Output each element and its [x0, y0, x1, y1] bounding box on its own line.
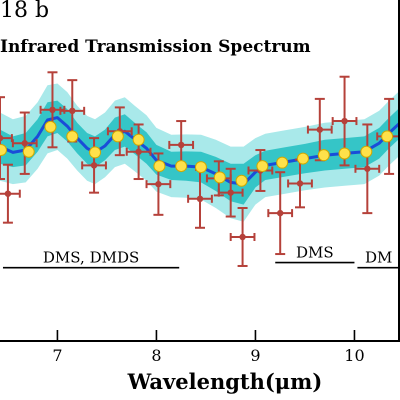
model-point	[111, 130, 124, 143]
annotation: DMS	[275, 244, 355, 264]
observed-marker	[364, 165, 371, 172]
observed-point	[217, 167, 244, 218]
model-point	[317, 149, 330, 162]
model-point	[175, 160, 188, 173]
model-point	[360, 145, 373, 158]
observed-marker	[90, 162, 98, 169]
model-point	[44, 120, 57, 133]
observed-marker	[69, 107, 76, 115]
model-point	[338, 147, 351, 160]
annotation-label: DMS, DMDS	[43, 249, 139, 267]
observed-marker	[239, 233, 246, 241]
model-point	[194, 161, 207, 174]
model-point	[276, 156, 289, 169]
model-point	[89, 146, 102, 159]
inner-uncertainty-band	[0, 100, 400, 205]
observed-point	[354, 123, 381, 215]
model-point	[0, 144, 7, 157]
observed-marker	[135, 148, 142, 155]
x-ticks: 7 8 9 10	[52, 330, 365, 365]
annotation-label: DM	[365, 249, 392, 267]
observed-marker	[21, 140, 28, 147]
observed-point	[0, 163, 21, 224]
observed-marker	[316, 126, 324, 133]
model-points	[0, 120, 394, 187]
observed-marker	[0, 134, 4, 142]
observed-data-points	[0, 71, 400, 267]
observed-marker	[341, 117, 348, 125]
model-point	[296, 152, 309, 165]
observed-marker	[49, 106, 56, 114]
observed-marker	[177, 141, 185, 149]
annotation-label: DMS	[296, 244, 334, 262]
model-point	[235, 174, 248, 187]
observed-point	[11, 111, 38, 175]
observed-marker	[196, 195, 204, 203]
x-tick-label: 10	[344, 346, 364, 365]
model-point	[132, 133, 145, 146]
observed-marker	[4, 190, 12, 197]
molecule-annotations: DMS, DMDS DMS DM	[2, 244, 400, 269]
model-point	[153, 160, 166, 173]
x-tick-label: 9	[250, 346, 260, 365]
observed-marker	[276, 209, 284, 217]
model-point	[22, 145, 35, 158]
annotation: DMS, DMDS	[2, 249, 180, 269]
observed-marker	[296, 180, 304, 187]
model-point	[256, 160, 269, 173]
observed-point	[125, 123, 152, 181]
model-point	[381, 130, 394, 143]
x-axis-label: Wavelength(μm)	[127, 369, 323, 394]
observed-marker	[227, 189, 234, 196]
observed-point	[229, 207, 256, 267]
x-tick-label: 7	[52, 346, 62, 365]
observed-point	[267, 171, 294, 256]
observed-marker	[155, 180, 162, 188]
model-point	[213, 171, 226, 184]
model-point	[66, 130, 79, 143]
chart-title: 18 b	[0, 0, 49, 23]
chart-subtitle: Infrared Transmission Spectrum	[0, 37, 311, 57]
annotation: DM	[357, 249, 400, 269]
axes	[0, 0, 400, 342]
x-tick-label: 8	[151, 346, 161, 365]
